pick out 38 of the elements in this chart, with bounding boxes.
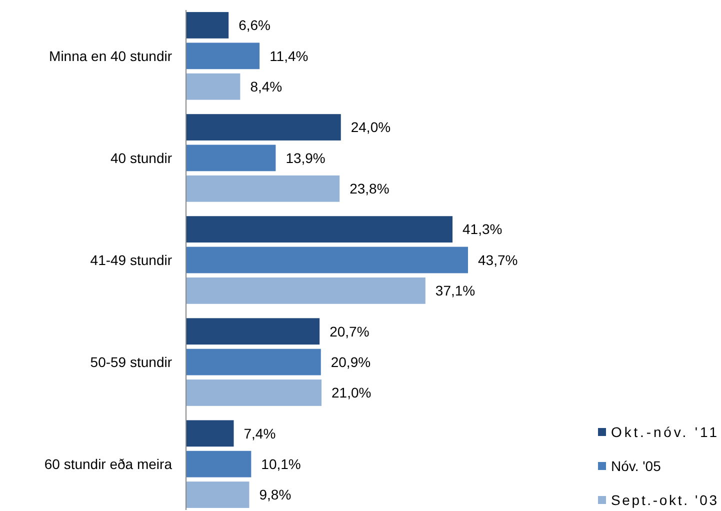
- bar: [186, 420, 234, 447]
- data-label: 20,7%: [330, 323, 370, 340]
- bar: [186, 277, 426, 304]
- bar: [186, 216, 453, 243]
- y-tick-label: 50-59 stundir: [90, 354, 172, 370]
- bar: [186, 12, 229, 38]
- bar: [186, 348, 321, 376]
- y-tick-label: 60 stundir eða meira: [44, 456, 172, 472]
- bar: [186, 482, 250, 508]
- data-label: 21,0%: [332, 384, 372, 401]
- data-label: 13,9%: [286, 150, 326, 166]
- data-label: 6,6%: [238, 17, 271, 34]
- data-label: 24,0%: [350, 119, 391, 136]
- bar: [186, 450, 252, 478]
- bar: [186, 246, 468, 274]
- bar: [186, 114, 341, 140]
- legend-label: Okt.-nóv. '11: [611, 424, 718, 440]
- data-label: 9,8%: [259, 486, 292, 503]
- data-label: 10,1%: [261, 456, 301, 472]
- data-label: 43,7%: [478, 252, 518, 268]
- bar: [186, 175, 340, 202]
- data-label: 7,4%: [244, 425, 276, 442]
- data-label: 8,4%: [250, 78, 282, 94]
- data-label: 23,8%: [350, 180, 390, 197]
- data-label: 37,1%: [435, 282, 476, 299]
- y-tick-label: 40 stundir: [110, 150, 172, 166]
- data-label: 41,3%: [462, 221, 502, 238]
- bar: [186, 380, 322, 406]
- bar: [186, 42, 260, 70]
- legend-label: Sept.-okt. '03: [611, 492, 718, 508]
- data-label: 20,9%: [330, 354, 371, 370]
- bar: [186, 318, 320, 345]
- data-label: 11,4%: [270, 48, 308, 64]
- y-tick-label: 41-49 stundir: [90, 252, 172, 268]
- bar: [186, 144, 276, 172]
- legend-label: Nóv. '05: [611, 458, 662, 474]
- bar: [186, 73, 240, 100]
- y-tick-label: Minna en 40 stundir: [49, 48, 172, 64]
